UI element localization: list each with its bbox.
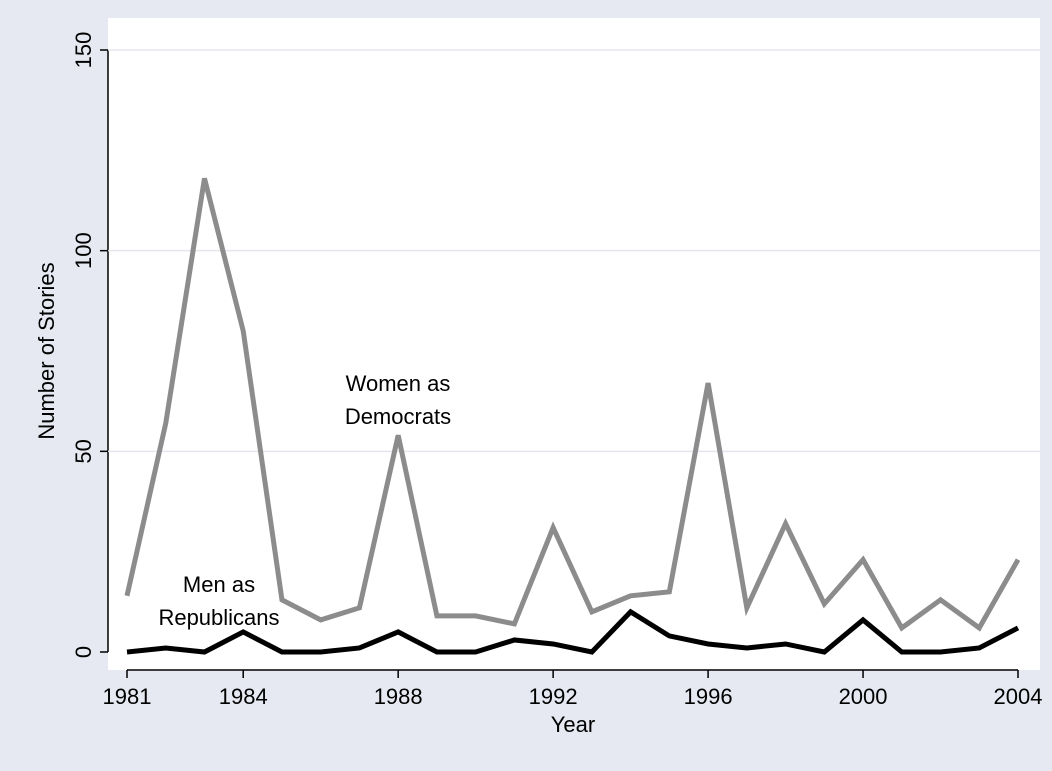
annotation: Republicans: [158, 605, 279, 630]
y-tick-label: 0: [71, 646, 96, 658]
y-tick-label: 50: [71, 439, 96, 463]
x-tick-label: 2004: [994, 684, 1043, 709]
series-line: [124, 177, 1021, 632]
series-line: [126, 608, 1020, 655]
annotation: Women as: [346, 371, 451, 396]
y-axis-title: Number of Stories: [34, 262, 59, 439]
plot-area: [108, 18, 1040, 670]
x-tick-label: 1996: [684, 684, 733, 709]
annotation: Men as: [183, 572, 255, 597]
x-tick-label: 1981: [103, 684, 152, 709]
x-tick-label: 1984: [219, 684, 268, 709]
annotation: Democrats: [345, 404, 451, 429]
y-tick-label: 150: [71, 32, 96, 69]
x-tick-label: 1992: [529, 684, 578, 709]
x-tick-label: 1988: [374, 684, 423, 709]
x-tick-label: 2000: [839, 684, 888, 709]
y-tick-label: 100: [71, 232, 96, 269]
x-axis-title: Year: [551, 712, 595, 737]
